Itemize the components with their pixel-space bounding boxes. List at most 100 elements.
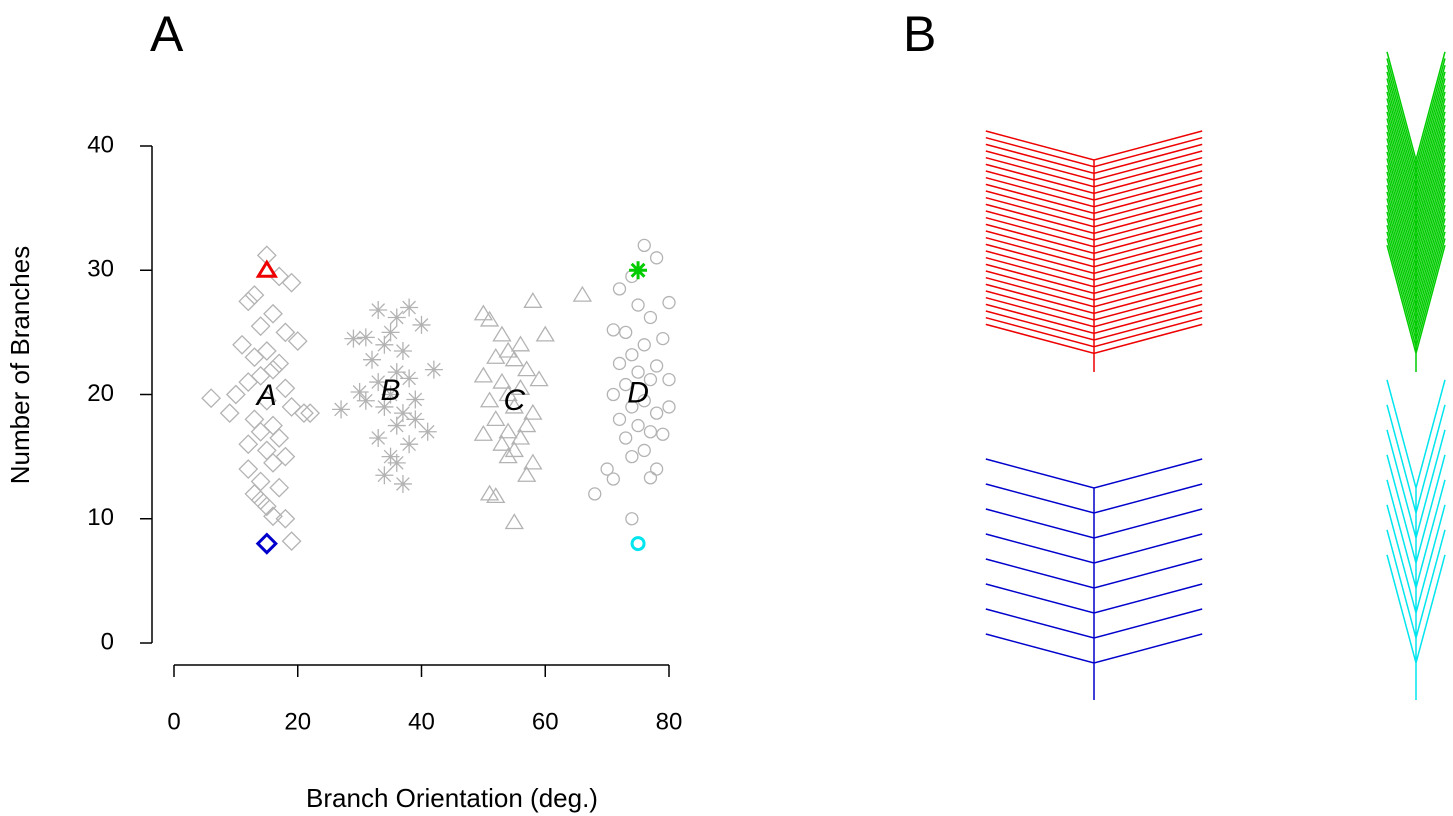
point (479, 391, 500, 408)
point (606, 387, 620, 402)
point (517, 466, 537, 482)
point (281, 531, 302, 552)
point (504, 350, 524, 367)
point (275, 378, 296, 399)
point (631, 298, 645, 312)
point (387, 416, 406, 435)
point (238, 372, 259, 392)
point (244, 347, 265, 368)
branches (985, 130, 1203, 372)
point (637, 394, 651, 408)
point (523, 403, 543, 420)
point (479, 310, 500, 327)
y-tick-label: 10 (87, 504, 114, 531)
point (588, 487, 602, 501)
point (424, 360, 443, 379)
branch-diagram (985, 130, 1203, 372)
point (256, 496, 277, 517)
point (250, 365, 271, 386)
point (656, 331, 670, 346)
point (625, 449, 639, 464)
point (492, 372, 512, 389)
cluster-label: D (627, 376, 649, 409)
point (619, 377, 633, 392)
point (504, 513, 524, 530)
point (238, 459, 259, 479)
point (281, 397, 302, 417)
point (406, 410, 425, 429)
point (473, 425, 494, 441)
point (629, 261, 648, 280)
point (662, 372, 676, 387)
point (649, 406, 664, 420)
point (643, 425, 658, 439)
point (263, 359, 283, 380)
point (662, 295, 676, 310)
point (510, 335, 531, 352)
point (523, 292, 543, 308)
y-tick-label: 0 (101, 628, 114, 655)
point (375, 335, 394, 354)
point (263, 452, 283, 473)
point (238, 291, 259, 312)
point (294, 403, 314, 424)
point (631, 418, 645, 433)
point (225, 384, 246, 405)
point (238, 434, 259, 455)
point (387, 363, 406, 382)
point (381, 323, 400, 342)
point (250, 471, 271, 492)
point (375, 466, 394, 485)
point (250, 490, 271, 511)
x-axis-label: Branch Orientation (deg.) (306, 783, 598, 813)
point (631, 365, 645, 379)
point (263, 303, 283, 324)
point (255, 532, 278, 555)
point (643, 310, 658, 325)
point (637, 338, 651, 352)
point (250, 421, 271, 442)
point (612, 356, 627, 371)
point (649, 462, 664, 476)
point (256, 440, 277, 461)
point (625, 512, 639, 526)
point (486, 410, 506, 426)
point (263, 506, 283, 527)
point (269, 353, 290, 374)
point (498, 447, 518, 464)
point (275, 322, 296, 343)
point (479, 484, 500, 501)
point (612, 282, 627, 296)
cluster-label: A (255, 379, 277, 412)
branch-diagram (985, 458, 1203, 700)
point (244, 409, 265, 430)
point (486, 347, 506, 364)
point (643, 471, 658, 485)
point (643, 372, 658, 387)
point (498, 385, 518, 402)
y-tick-label: 30 (87, 256, 114, 283)
cluster-label: C (503, 384, 525, 417)
point (344, 329, 363, 348)
branches (1386, 51, 1446, 372)
point (281, 272, 302, 293)
point (406, 390, 425, 409)
point (612, 412, 627, 427)
point (250, 316, 271, 337)
point (649, 251, 664, 265)
point (619, 431, 633, 445)
point (625, 348, 639, 362)
point (269, 477, 290, 498)
point (504, 441, 524, 458)
point (393, 342, 412, 361)
point (375, 397, 394, 416)
point (393, 474, 412, 493)
point (356, 328, 375, 347)
point (256, 341, 277, 361)
point (529, 370, 549, 387)
panel-label: A (150, 6, 184, 62)
point (517, 360, 537, 377)
point (363, 350, 381, 369)
point (381, 385, 400, 404)
